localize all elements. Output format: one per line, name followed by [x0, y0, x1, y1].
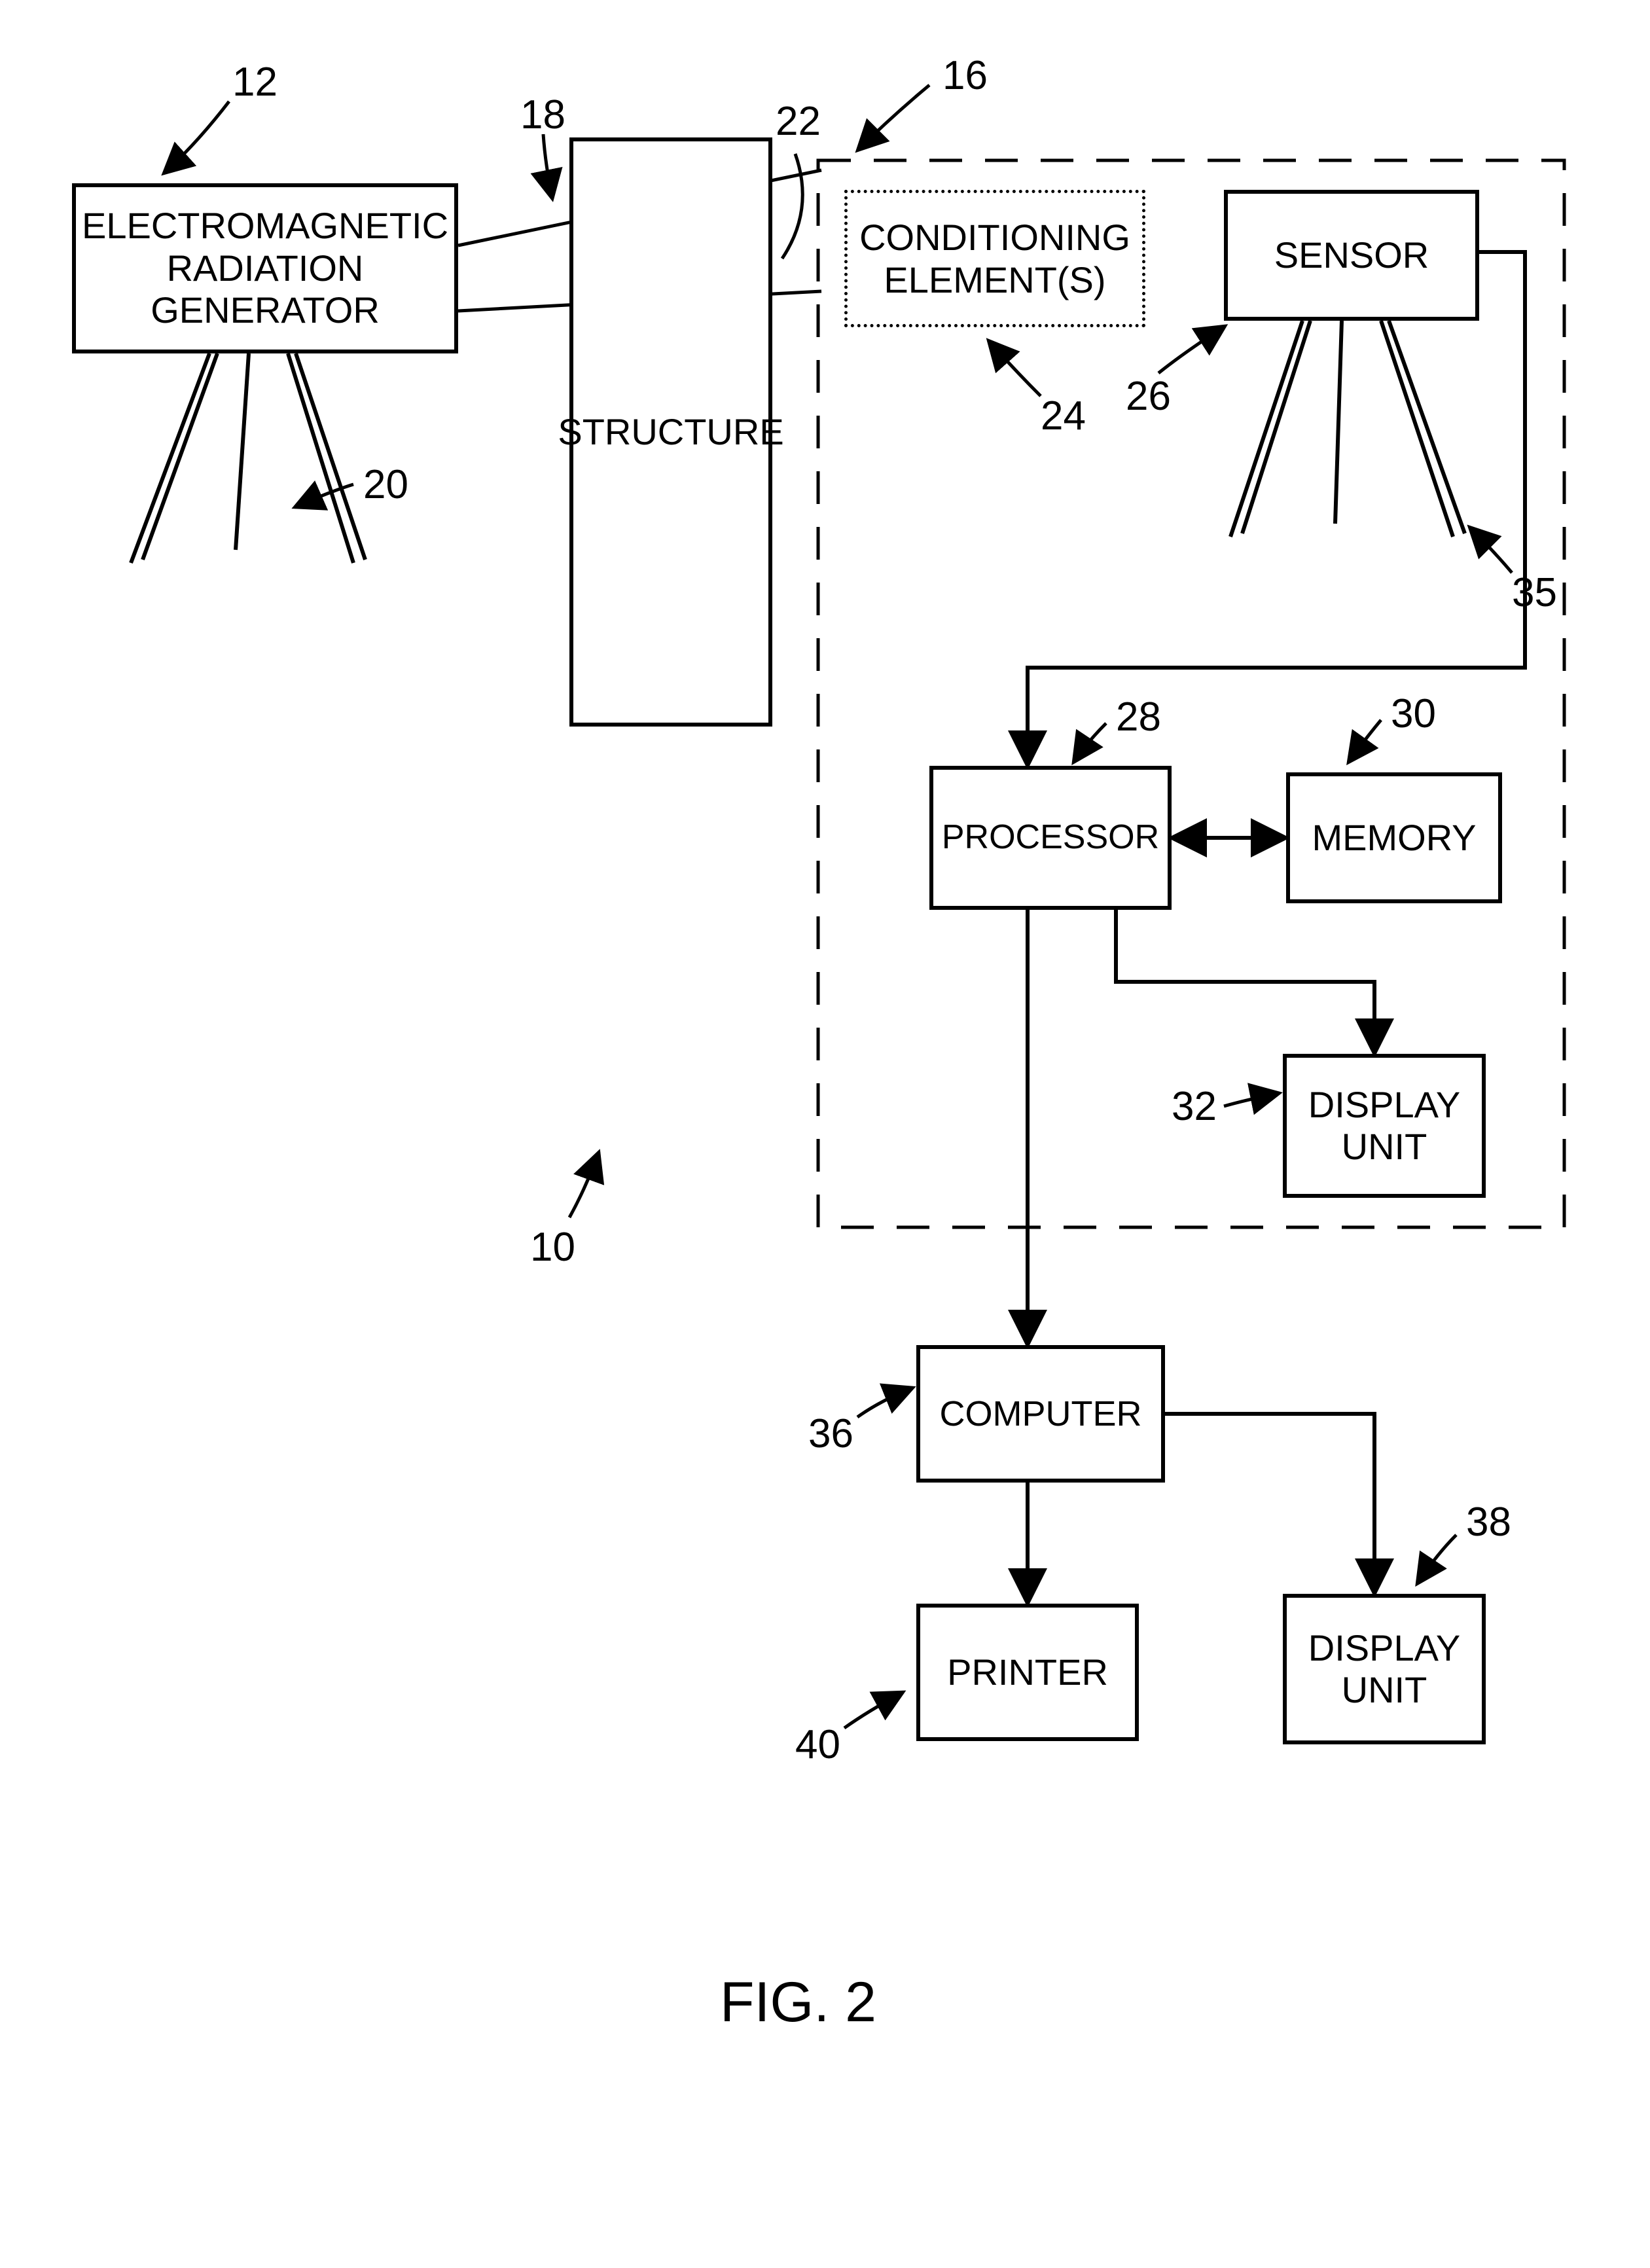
sensor-box: SENSOR — [1224, 190, 1479, 321]
emr-generator-box: ELECTROMAGNETIC RADIATION GENERATOR — [72, 183, 458, 353]
ref-28: 28 — [1116, 694, 1161, 740]
figure-label: FIG. 2 — [720, 1970, 876, 2035]
processor-box: PROCESSOR — [929, 766, 1172, 910]
conditioning-label: CONDITIONING ELEMENT(S) — [859, 216, 1130, 301]
ref-26: 26 — [1126, 373, 1171, 420]
display1-label: DISPLAY UNIT — [1308, 1084, 1460, 1168]
computer-box: COMPUTER — [916, 1345, 1165, 1483]
ref-30: 30 — [1391, 691, 1436, 737]
emr-generator-label: ELECTROMAGNETIC RADIATION GENERATOR — [82, 205, 448, 331]
ref-18: 18 — [520, 92, 565, 138]
ref-16: 16 — [942, 52, 988, 99]
printer-box: PRINTER — [916, 1604, 1139, 1741]
ref-32: 32 — [1172, 1083, 1217, 1130]
ref-10: 10 — [530, 1224, 575, 1270]
ref-20: 20 — [363, 461, 408, 508]
display2-box: DISPLAY UNIT — [1283, 1594, 1486, 1744]
processor-label: PROCESSOR — [942, 818, 1159, 857]
ref-22: 22 — [776, 98, 821, 145]
ref-36: 36 — [808, 1411, 853, 1457]
structure-label: STRUCTURE — [558, 411, 783, 453]
computer-label: COMPUTER — [940, 1394, 1142, 1434]
ref-38: 38 — [1466, 1499, 1511, 1545]
ref-40: 40 — [795, 1721, 840, 1768]
ref-24: 24 — [1041, 393, 1086, 439]
display2-label: DISPLAY UNIT — [1308, 1627, 1460, 1712]
ref-12: 12 — [232, 59, 278, 105]
conditioning-box: CONDITIONING ELEMENT(S) — [844, 190, 1145, 327]
memory-label: MEMORY — [1312, 817, 1477, 859]
sensor-label: SENSOR — [1274, 234, 1429, 276]
memory-box: MEMORY — [1286, 772, 1502, 903]
display1-box: DISPLAY UNIT — [1283, 1054, 1486, 1198]
printer-label: PRINTER — [947, 1651, 1108, 1693]
ref-35: 35 — [1512, 569, 1557, 616]
structure-box: STRUCTURE — [569, 137, 772, 727]
